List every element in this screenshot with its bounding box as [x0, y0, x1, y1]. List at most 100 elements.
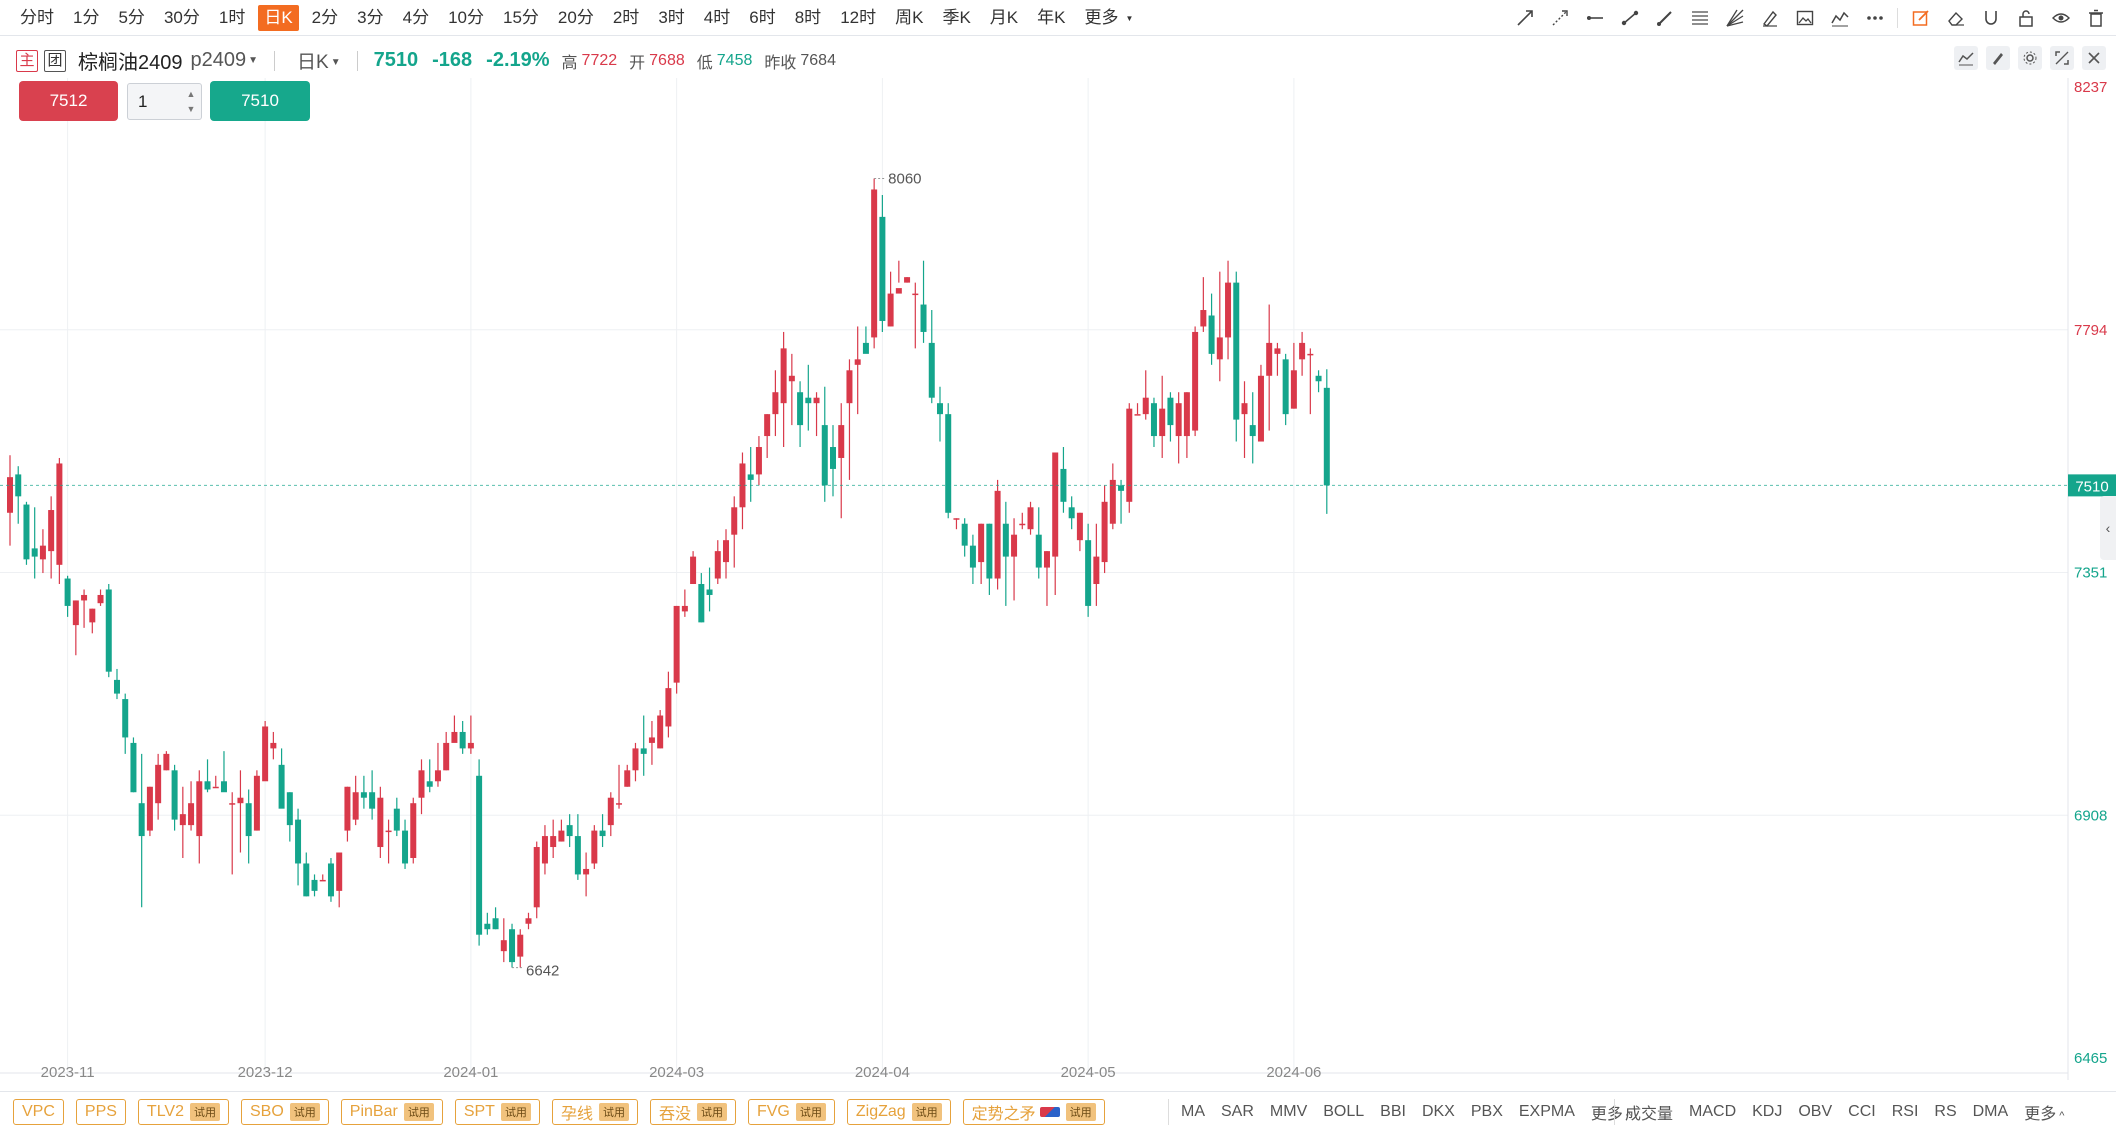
- indicator-item[interactable]: BBI: [1380, 1103, 1406, 1120]
- sell-button[interactable]: 7512: [19, 81, 118, 121]
- premium-indicator-button[interactable]: PPS: [75, 1099, 126, 1125]
- candle-body: [648, 737, 655, 743]
- candle-body: [1011, 534, 1018, 557]
- fan-icon[interactable]: [1723, 6, 1747, 30]
- edit-icon[interactable]: [1909, 6, 1933, 30]
- period-tab[interactable]: 20分: [557, 8, 594, 27]
- ray-line-icon[interactable]: [1548, 6, 1572, 30]
- period-tab[interactable]: 15分: [503, 8, 539, 27]
- candle-body: [986, 523, 993, 579]
- collapse-side-panel-button[interactable]: ‹: [2100, 496, 2116, 560]
- trend-line-icon[interactable]: [1513, 6, 1537, 30]
- quantity-input[interactable]: [138, 89, 178, 114]
- brush-icon[interactable]: [1758, 6, 1782, 30]
- period-tab[interactable]: 5分: [118, 8, 145, 27]
- candlestick-chart[interactable]: 8060 6642 7510 8237 7794 7351 6908 6465 2023-11 2…: [0, 78, 2116, 1080]
- pencil-line-icon[interactable]: [1653, 6, 1677, 30]
- period-tab[interactable]: 月K: [989, 8, 1019, 27]
- quantity-stepper[interactable]: ▲ ▼: [127, 82, 202, 120]
- premium-indicator-button[interactable]: VPC: [13, 1099, 64, 1125]
- premium-indicator-button[interactable]: SBO 试用: [240, 1099, 329, 1125]
- trial-badge: 试用: [598, 1103, 629, 1121]
- period-tab[interactable]: 日K: [258, 5, 299, 31]
- candle-body: [1052, 452, 1059, 557]
- period-tab[interactable]: 2时: [612, 8, 640, 27]
- contract-selector[interactable]: p2409 ▼: [191, 49, 259, 72]
- eraser-icon[interactable]: [1944, 6, 1968, 30]
- period-tab[interactable]: 4时: [703, 8, 731, 27]
- period-tab[interactable]: 更多: [1084, 8, 1119, 27]
- candle-body: [607, 797, 614, 826]
- premium-indicator-button[interactable]: 吞没 试用: [649, 1099, 736, 1125]
- period-tab[interactable]: 8时: [794, 8, 822, 27]
- indicator-item[interactable]: MMV: [1269, 1103, 1308, 1120]
- candle-body: [673, 605, 680, 683]
- trash-icon[interactable]: [2084, 6, 2108, 30]
- unlock-icon[interactable]: [2014, 6, 2038, 30]
- period-tab[interactable]: 季K: [942, 8, 971, 27]
- increment-icon[interactable]: ▲: [186, 88, 196, 99]
- candle-body: [327, 863, 334, 897]
- indicator-item[interactable]: RSI: [1891, 1103, 1919, 1120]
- indicator-item[interactable]: DMA: [1972, 1103, 2009, 1120]
- eye-icon[interactable]: [2049, 6, 2073, 30]
- horizontal-line-icon[interactable]: [1583, 6, 1607, 30]
- premium-indicator-button[interactable]: 孕线 试用: [551, 1099, 638, 1125]
- indicator-item[interactable]: DKX: [1421, 1103, 1455, 1120]
- indicator-item[interactable]: 成交量: [1625, 1106, 1674, 1123]
- close-icon[interactable]: [2082, 46, 2106, 70]
- period-tab[interactable]: 3分: [357, 8, 384, 27]
- indicator-settings-icon[interactable]: [2018, 46, 2042, 70]
- wave-icon[interactable]: [1828, 6, 1852, 30]
- period-tab[interactable]: 30分: [163, 8, 200, 27]
- indicator-item[interactable]: KDJ: [1752, 1103, 1783, 1120]
- more-dots-icon[interactable]: [1863, 6, 1887, 30]
- premium-indicator-button[interactable]: FVG 试用: [747, 1099, 835, 1125]
- indicator-item[interactable]: CCI: [1848, 1103, 1876, 1120]
- decrement-icon[interactable]: ▼: [186, 103, 196, 114]
- period-tab[interactable]: 10分: [448, 8, 484, 27]
- indicator-item[interactable]: MACD: [1689, 1103, 1737, 1120]
- prev-close-label: 昨收: [764, 54, 797, 72]
- indicator-item[interactable]: SAR: [1221, 1103, 1254, 1120]
- period-tab[interactable]: 周K: [895, 8, 924, 27]
- fibonacci-icon[interactable]: [1688, 6, 1712, 30]
- indicator-more-button[interactable]: 更多 ^: [2024, 1100, 2064, 1124]
- period-tab[interactable]: 1分: [73, 8, 100, 27]
- premium-indicator-button[interactable]: PinBar 试用: [340, 1099, 443, 1125]
- period-selector[interactable]: 日K ▼: [297, 47, 341, 74]
- candle-body: [1323, 387, 1330, 486]
- premium-indicator-button[interactable]: 定势之矛 试用: [962, 1099, 1105, 1125]
- chart-type-icon[interactable]: [1954, 46, 1978, 70]
- candle-body: [138, 803, 145, 837]
- period-tab[interactable]: 12时: [840, 8, 877, 27]
- period-tab[interactable]: 1时: [218, 8, 246, 27]
- kline-chart[interactable]: 8060 6642 7510 8237 7794 7351 6908 6465 2023-11 2…: [0, 78, 2116, 1080]
- image-icon[interactable]: [1793, 6, 1817, 30]
- buy-button[interactable]: 7510: [210, 81, 310, 121]
- indicator-item[interactable]: MA: [1181, 1103, 1205, 1120]
- indicator-item[interactable]: PBX: [1470, 1103, 1503, 1120]
- draw-pen-icon[interactable]: [1986, 46, 2010, 70]
- period-tab[interactable]: 分时: [20, 8, 54, 27]
- candle-body: [747, 474, 754, 480]
- period-tab[interactable]: 3时: [658, 8, 685, 27]
- segment-icon[interactable]: [1618, 6, 1642, 30]
- indicator-item[interactable]: RS: [1934, 1103, 1957, 1120]
- period-tab[interactable]: 2分: [311, 8, 339, 27]
- premium-indicator-button[interactable]: TLV2 试用: [137, 1099, 229, 1125]
- period-tab[interactable]: 4分: [402, 8, 430, 27]
- indicator-item[interactable]: EXPMA: [1518, 1103, 1575, 1120]
- indicator-item[interactable]: OBV: [1798, 1103, 1833, 1120]
- fullscreen-icon[interactable]: [2050, 46, 2074, 70]
- period-tab[interactable]: 6时: [749, 8, 776, 27]
- group-badge[interactable]: 团: [44, 49, 66, 72]
- magnet-icon[interactable]: [1979, 6, 2003, 30]
- main-contract-badge[interactable]: 主: [16, 49, 38, 72]
- quote-summary: 主 团 棕榈油2409 p2409 ▼ 日K ▼ 7510 -168 -2.19% …: [16, 46, 836, 75]
- period-tab[interactable]: 年K: [1037, 8, 1066, 27]
- premium-indicator-button[interactable]: SPT 试用: [454, 1099, 540, 1125]
- premium-indicator-button[interactable]: ZigZag 试用: [846, 1099, 951, 1125]
- y-tick-label: 7351: [2074, 565, 2107, 582]
- indicator-item[interactable]: BOLL: [1323, 1103, 1365, 1120]
